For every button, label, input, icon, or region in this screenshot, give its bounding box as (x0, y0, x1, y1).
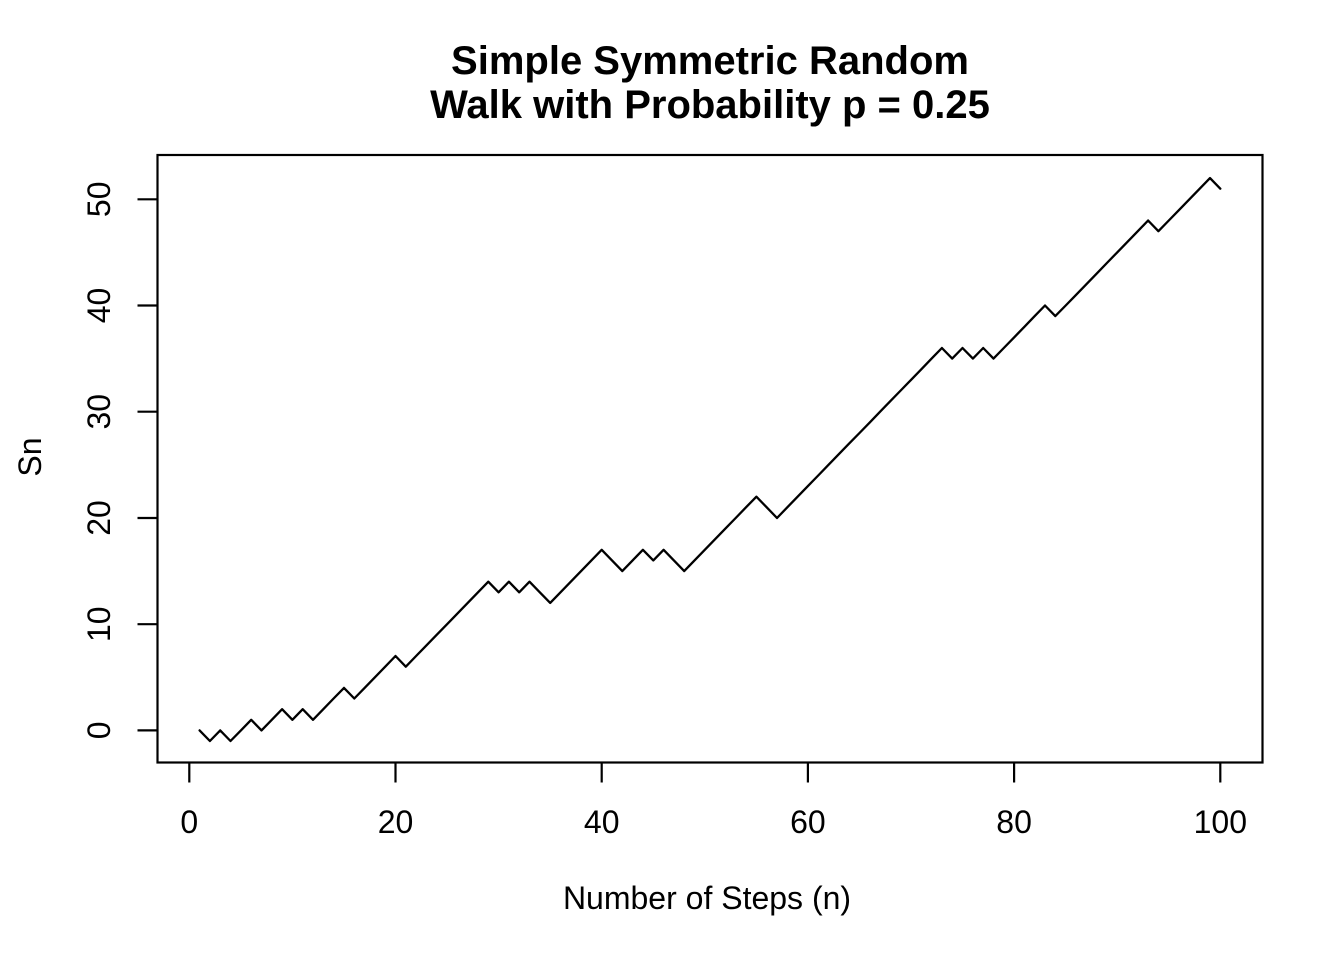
y-axis-label: Sn (12, 437, 48, 476)
series-group (198, 176, 1222, 743)
chart-title-line1: Simple Symmetric Random (451, 39, 969, 83)
x-tick-label: 60 (790, 804, 826, 840)
random-walk-line (198, 176, 1222, 743)
x-axis-ticks: 0 20 40 60 80 100 (180, 762, 1247, 840)
y-tick-label: 40 (81, 288, 117, 324)
y-tick-label: 50 (81, 182, 117, 218)
y-tick-label: 10 (81, 606, 117, 642)
x-tick-label: 80 (996, 804, 1032, 840)
plot-box (156, 153, 1264, 764)
chart-title-line2: Walk with Probability p = 0.25 (430, 83, 990, 127)
x-axis-label: Number of Steps (n) (563, 880, 851, 916)
x-tick-label: 40 (584, 804, 620, 840)
y-tick-label: 0 (81, 722, 117, 740)
y-tick-label: 20 (81, 500, 117, 536)
x-tick-label: 20 (378, 804, 414, 840)
x-tick-label: 100 (1194, 804, 1247, 840)
y-tick-label: 30 (81, 394, 117, 430)
y-axis-ticks: 0 10 20 30 40 50 (81, 182, 158, 740)
x-tick-label: 0 (180, 804, 198, 840)
